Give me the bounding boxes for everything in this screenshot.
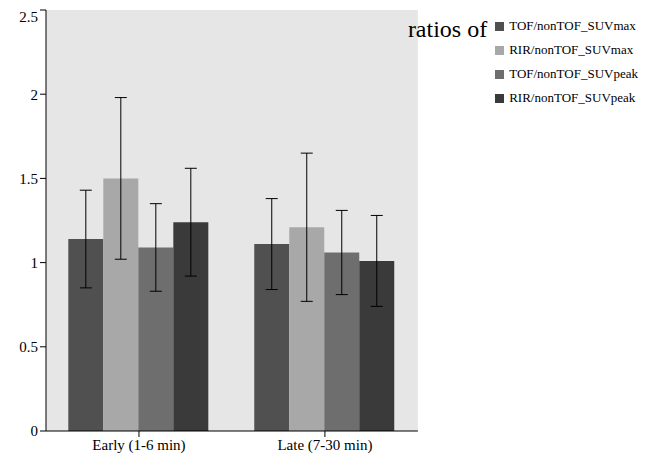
svg-text:Late (7-30 min): Late (7-30 min)	[277, 437, 372, 454]
html-text:RIR/nonTOF_SUVpeak: RIR/nonTOF_SUVpeak	[509, 90, 636, 105]
svg-text:2: 2	[31, 87, 39, 103]
html-text:ratios of: ratios of	[407, 16, 488, 42]
svg-text:Early (1-6 min): Early (1-6 min)	[92, 437, 185, 454]
svg-text:0.5: 0.5	[19, 339, 38, 355]
html-text:RIR/nonTOF_SUVmax: RIR/nonTOF_SUVmax	[509, 42, 634, 57]
svg-text:1: 1	[31, 255, 39, 271]
html-text:TOF/nonTOF_SUVpeak: TOF/nonTOF_SUVpeak	[509, 66, 638, 81]
svg-text:0: 0	[31, 423, 39, 439]
svg-text:2.5: 2.5	[19, 9, 38, 25]
html-text:TOF/nonTOF_SUVmax: TOF/nonTOF_SUVmax	[509, 18, 636, 33]
svg-text:1.5: 1.5	[19, 171, 38, 187]
